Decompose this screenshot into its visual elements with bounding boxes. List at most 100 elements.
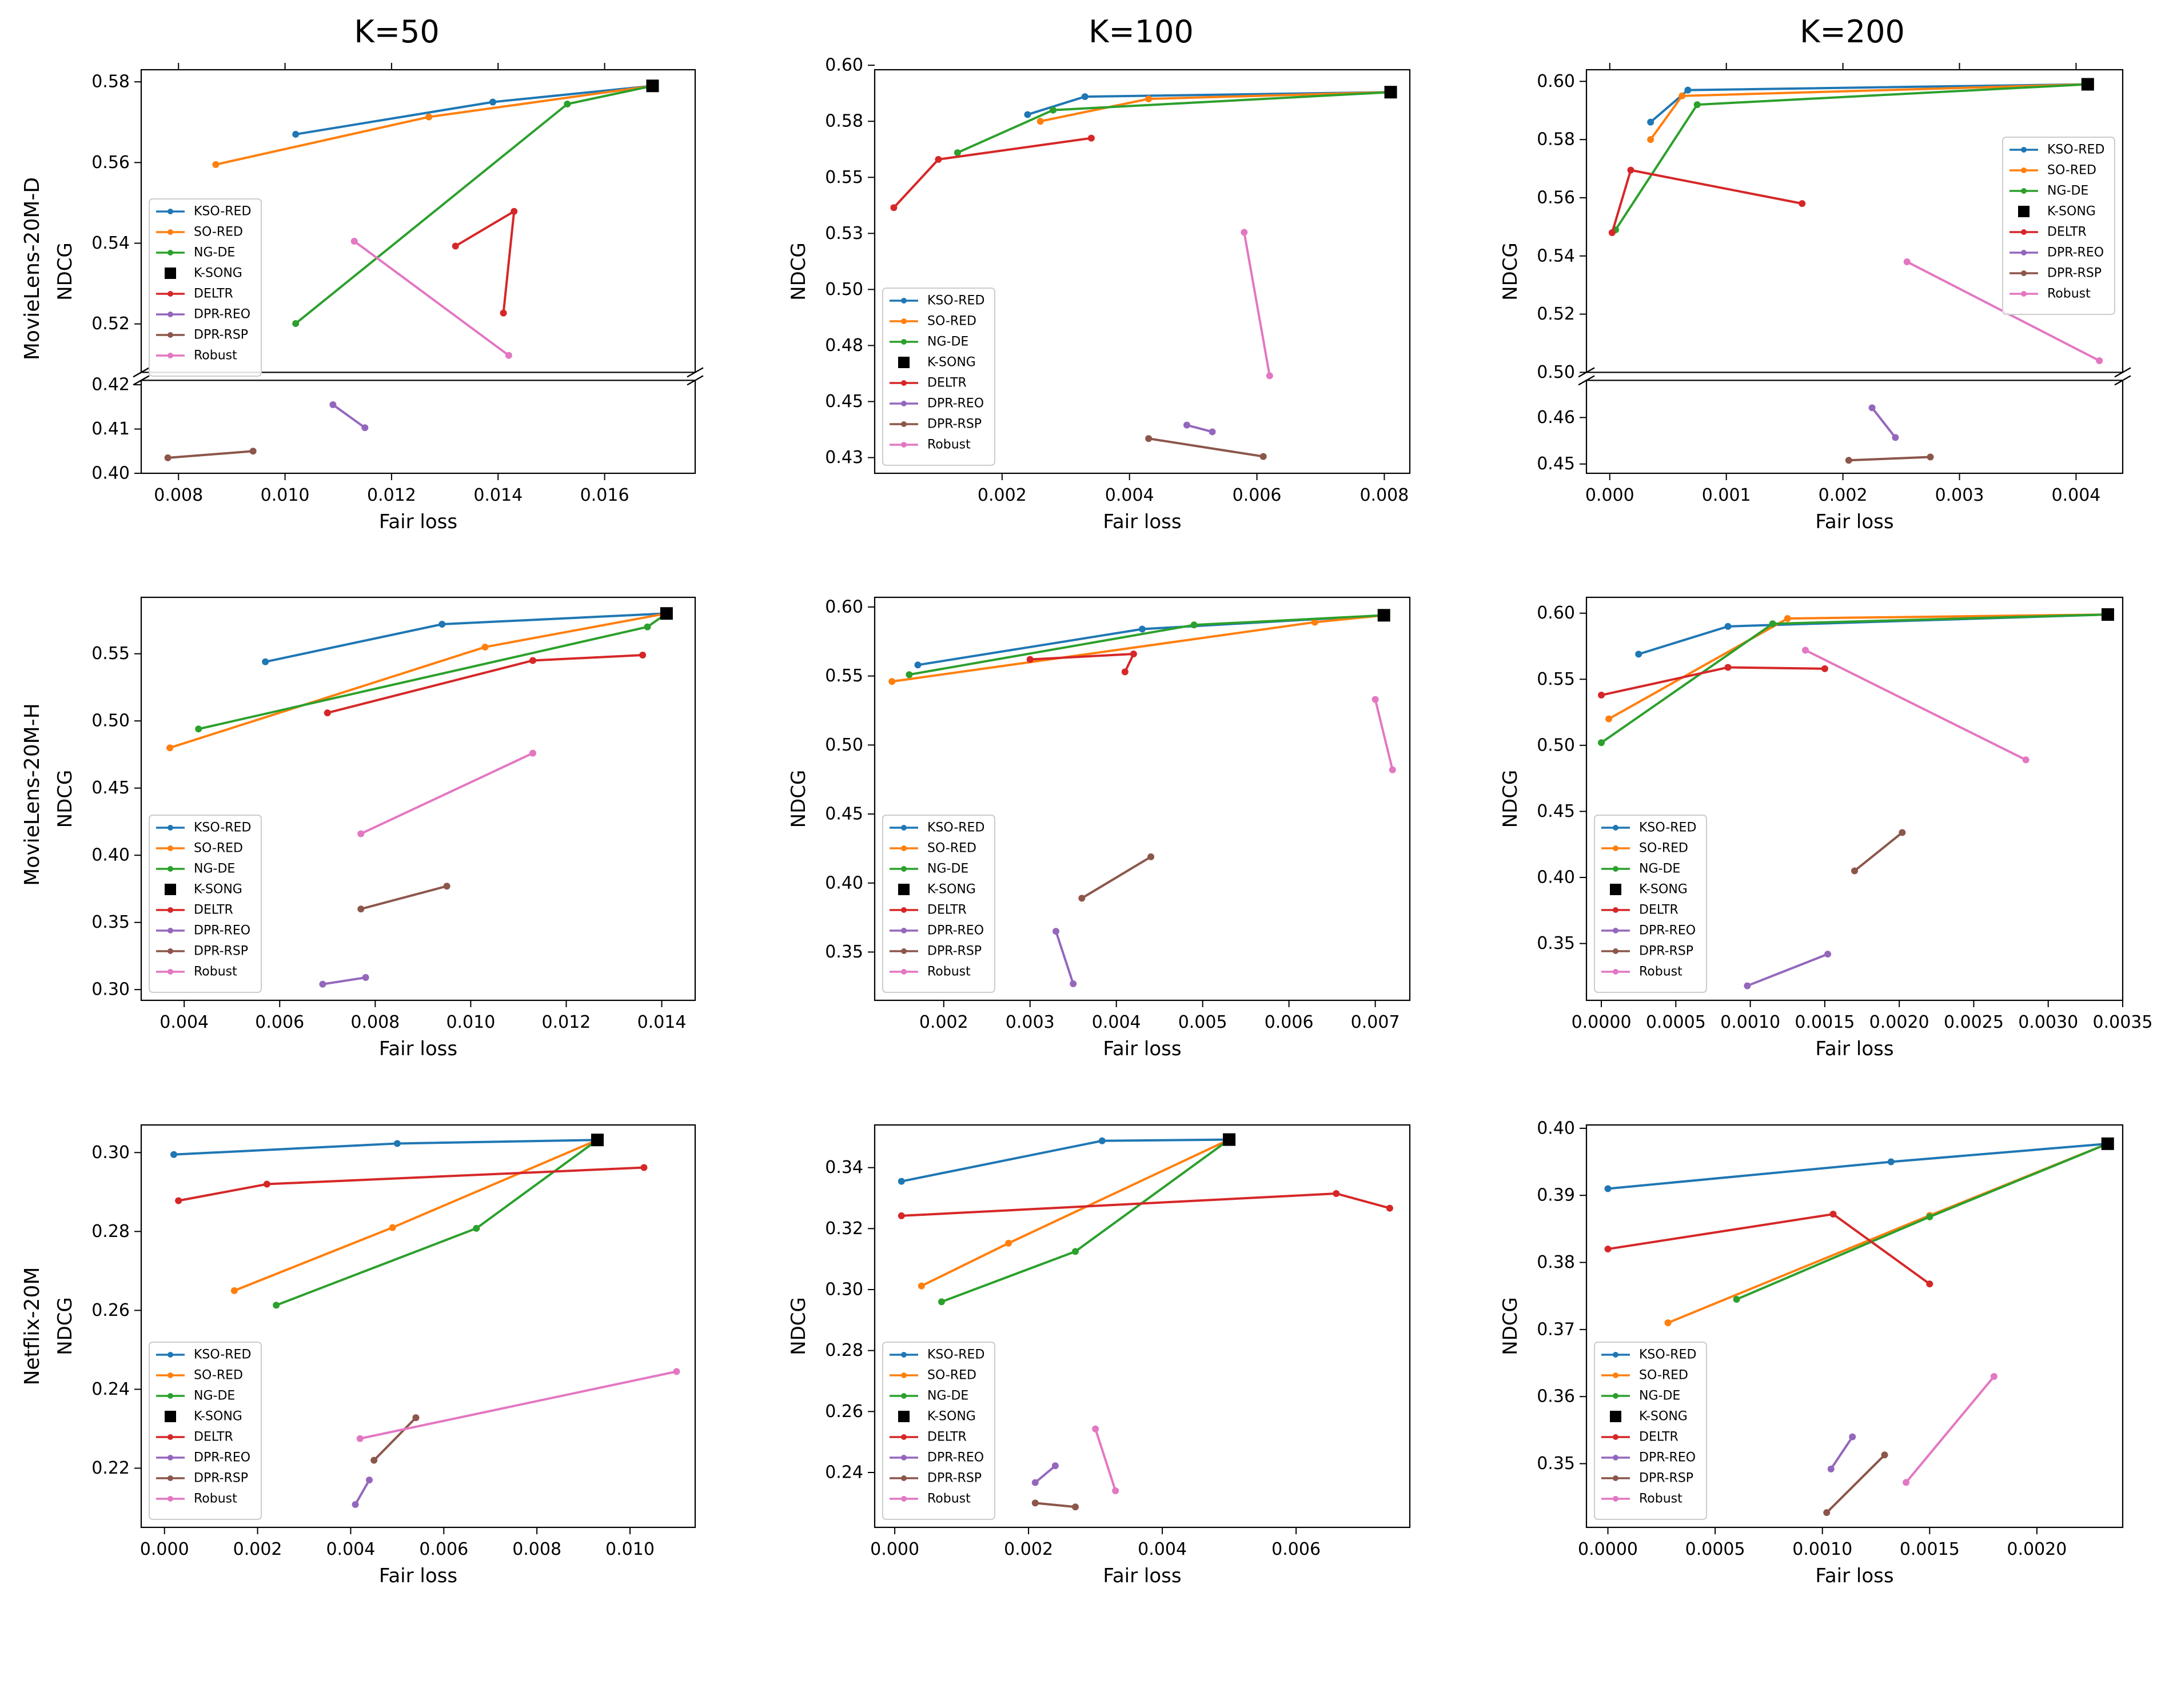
legend-marker xyxy=(168,825,173,831)
y-axis-label: NDCG xyxy=(787,770,810,828)
column-title-k100: K=100 xyxy=(1089,14,1194,50)
legend-label: DPR-REO xyxy=(927,1451,984,1465)
legend-label: Robust xyxy=(927,965,971,979)
data-point xyxy=(906,671,913,679)
data-point xyxy=(1026,656,1034,663)
series-line-dpr-reo xyxy=(1830,1436,1853,1470)
data-point xyxy=(1769,620,1776,628)
data-point xyxy=(324,709,331,717)
y-tick-label-0-36: 0.36 xyxy=(1537,1387,1575,1407)
axes-frame-main xyxy=(874,596,1411,1001)
legend-box xyxy=(2002,137,2115,315)
data-point xyxy=(1266,372,1273,380)
legend-item-ng-de: NG-DE xyxy=(890,1389,968,1403)
legend-marker xyxy=(901,401,907,406)
legend: KSO-RED SO-RED NG-DE K-SONG DELTR DPR-REO DPR-… xyxy=(882,815,995,993)
data-point xyxy=(935,155,942,163)
legend-item-kso-red: KSO-RED xyxy=(156,205,251,219)
series-robust xyxy=(1371,696,1396,773)
data-point xyxy=(195,725,202,733)
legend-item-dpr-rsp: DPR-RSP xyxy=(1601,944,1693,959)
x-tick-label-0-003: 0.003 xyxy=(1006,1012,1055,1032)
legend-item-dpr-rsp: DPR-RSP xyxy=(890,944,982,959)
y-tick-label-0-55: 0.55 xyxy=(91,644,130,664)
data-point xyxy=(1070,980,1077,988)
data-point xyxy=(1311,618,1318,626)
legend-item-kso-red: KSO-RED xyxy=(890,821,984,835)
legend-marker xyxy=(901,421,907,427)
legend-marker xyxy=(168,845,173,851)
legend-marker xyxy=(2021,250,2027,256)
series-line-dpr-reo xyxy=(1871,407,1896,438)
legend-marker xyxy=(1613,845,1618,851)
x-tick-label-0-010: 0.010 xyxy=(605,1539,655,1559)
series-line-robust xyxy=(360,752,533,835)
legend-item-kso-red: KSO-RED xyxy=(890,294,984,308)
y-tick-label-0-45: 0.45 xyxy=(825,392,863,412)
series-dpr-rsp xyxy=(370,1414,420,1464)
legend-label: SO-RED xyxy=(927,1368,976,1383)
x-tick-label-0-0020: 0.0020 xyxy=(1869,1012,1929,1032)
y-tick-label-0-22: 0.22 xyxy=(91,1458,130,1478)
k-song-marker xyxy=(2101,1137,2114,1150)
data-point xyxy=(1605,715,1613,723)
y-tick-label-0-56: 0.56 xyxy=(91,153,130,173)
y-tick-label-0-40: 0.40 xyxy=(1537,1118,1575,1138)
legend-marker xyxy=(901,845,907,851)
legend-label: NG-DE xyxy=(927,1389,968,1403)
data-point xyxy=(164,454,172,461)
legend-label: NG-DE xyxy=(194,1389,235,1403)
x-axis-label: Fair loss xyxy=(1815,1565,1893,1587)
legend-item-k-song: K-SONG xyxy=(165,883,242,897)
legend-label: SO-RED xyxy=(194,841,243,856)
legend-marker xyxy=(901,1434,907,1440)
legend-marker xyxy=(901,318,907,324)
legend-label: DELTR xyxy=(927,1430,967,1444)
legend-marker xyxy=(901,825,907,831)
x-tick-label-0-014: 0.014 xyxy=(637,1012,687,1032)
legend-label: Robust xyxy=(927,1492,971,1506)
series-robust xyxy=(1903,1373,1997,1486)
y-tick-label-0-24: 0.24 xyxy=(825,1463,863,1483)
y-tick-label-0-60: 0.60 xyxy=(1537,603,1575,623)
data-point xyxy=(1598,692,1605,699)
legend-marker xyxy=(901,442,907,448)
k-song-marker xyxy=(591,1134,604,1147)
series-line-dpr-rsp xyxy=(1825,1454,1885,1514)
k-song-marker xyxy=(646,79,659,93)
y-tick-label-0-45: 0.45 xyxy=(91,778,130,798)
x-tick-label-0-006: 0.006 xyxy=(1265,1012,1314,1032)
x-tick-label-0-014: 0.014 xyxy=(473,485,523,505)
legend-label: DELTR xyxy=(927,903,967,917)
k-song-marker xyxy=(1384,86,1397,99)
legend-marker xyxy=(168,1496,173,1502)
legend-marker xyxy=(1613,825,1618,831)
data-point xyxy=(1799,200,1806,207)
data-point xyxy=(898,1178,905,1185)
data-point xyxy=(1598,739,1605,747)
legend-label: DPR-REO xyxy=(927,397,984,411)
legend-item-dpr-reo: DPR-REO xyxy=(2010,246,2104,260)
legend-box xyxy=(149,1342,262,1520)
data-point xyxy=(361,424,369,432)
data-point xyxy=(1072,1503,1079,1511)
data-point xyxy=(362,974,369,981)
legend-marker xyxy=(168,1352,173,1358)
legend-marker xyxy=(168,229,173,235)
legend-label: DPR-RSP xyxy=(927,1471,982,1486)
data-point xyxy=(1693,101,1701,109)
legend-marker xyxy=(901,948,907,954)
legend-label: DELTR xyxy=(194,903,233,917)
y-tick-label-0-50: 0.50 xyxy=(1537,735,1575,755)
data-point xyxy=(393,1140,401,1147)
legend-marker xyxy=(901,1455,907,1460)
y-tick-label-0-30: 0.30 xyxy=(91,980,130,1000)
y-tick-label-0-26: 0.26 xyxy=(91,1300,130,1320)
data-point xyxy=(1608,229,1616,237)
series-dpr-rsp xyxy=(164,448,257,461)
y-tick-label-0-24: 0.24 xyxy=(91,1379,130,1399)
legend-marker xyxy=(2021,167,2027,173)
legend-label: DELTR xyxy=(927,376,967,390)
y-tick-label-0-40: 0.40 xyxy=(1537,868,1575,888)
data-point xyxy=(2096,357,2103,365)
